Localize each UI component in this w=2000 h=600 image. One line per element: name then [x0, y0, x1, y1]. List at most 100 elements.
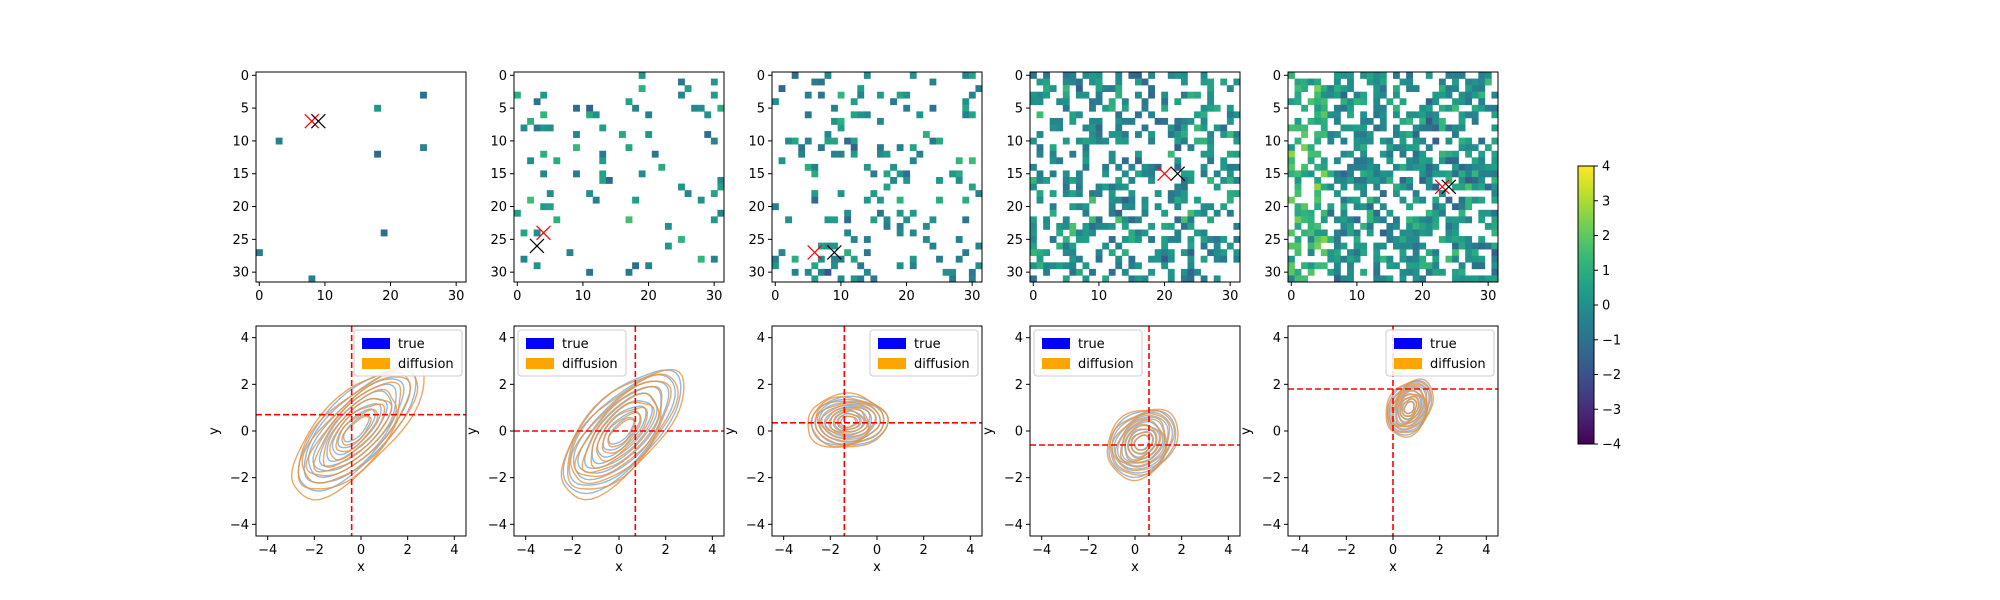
heatmap-cell: [1360, 268, 1368, 276]
heatmap-cell: [1174, 163, 1182, 171]
heatmap-cell: [811, 275, 819, 283]
heatmap-cell: [1288, 124, 1295, 132]
heatmap-cell: [850, 137, 858, 145]
heatmap-cell: [1174, 216, 1182, 224]
heatmap-cell: [1148, 163, 1155, 171]
heatmap-cell: [962, 111, 970, 119]
heatmap-cell: [1353, 229, 1361, 237]
heatmap-cell: [1082, 275, 1090, 283]
heatmap-cell: [1115, 78, 1123, 86]
heatmap-cell: [1062, 177, 1070, 184]
heatmap-cell: [831, 117, 838, 125]
heatmap-cell: [936, 137, 943, 145]
heatmap-cell: [1393, 91, 1400, 99]
heatmap-cell: [599, 124, 607, 132]
heatmap-cell: [1049, 203, 1057, 211]
heatmap-cell: [420, 144, 427, 152]
heatmap-cell: [1347, 78, 1354, 86]
heatmap-cell: [514, 209, 521, 217]
heatmap-cell: [1207, 98, 1215, 106]
heatmap-cell: [1167, 275, 1175, 283]
heatmap-cell: [1419, 137, 1427, 145]
heatmap-cell: [1049, 170, 1057, 178]
y-tick-label: 0: [241, 425, 249, 440]
heatmap-cell: [1187, 222, 1195, 230]
heatmap-cell: [1148, 222, 1155, 230]
heatmap-cell: [1471, 170, 1479, 178]
heatmap-cell: [922, 236, 930, 243]
heatmap-cell: [1432, 111, 1440, 119]
heatmap-cell: [1288, 170, 1295, 178]
heatmap-cell: [1108, 104, 1116, 112]
heatmap-cell: [1161, 222, 1169, 230]
heatmap-cell: [1353, 236, 1361, 243]
heatmap-cell: [1314, 190, 1322, 197]
heatmap-cell: [1366, 170, 1374, 178]
heatmap-cell: [890, 177, 897, 184]
heatmap-cell: [1294, 170, 1302, 178]
heatmap-cell: [1148, 268, 1155, 276]
heatmap-cell: [1200, 170, 1208, 178]
y-tick-label: 0: [241, 69, 249, 84]
heatmap-cell: [1353, 216, 1361, 224]
legend: true diffusion: [869, 329, 979, 377]
heatmap-cell: [1412, 124, 1420, 132]
heatmap-cell: [1307, 150, 1315, 158]
heatmap-cell: [566, 249, 574, 257]
heatmap-cell: [1121, 268, 1129, 276]
heatmap-cell: [1399, 144, 1407, 152]
y-axis-label: y: [1239, 427, 1254, 435]
heatmap-cell: [1220, 163, 1228, 171]
heatmap-cell: [1069, 150, 1077, 158]
y-tick-label: 0: [1015, 425, 1023, 440]
heatmap-cell: [1194, 209, 1201, 217]
heatmap-cell: [1233, 190, 1241, 197]
x-tick-label: 0: [357, 543, 365, 558]
heatmap-cell: [1200, 209, 1208, 217]
heatmap-cell: [638, 85, 646, 92]
colorbar-bar: [1577, 165, 1595, 445]
heatmap-cell: [883, 216, 891, 224]
heatmap-cell: [1419, 242, 1427, 250]
x-axis-label: x: [357, 560, 365, 575]
heatmap-cell: [1062, 222, 1070, 230]
heatmap-cell: [1288, 144, 1295, 152]
heatmap-cell: [1082, 91, 1090, 99]
heatmap-cell: [1340, 242, 1348, 250]
heatmap-cell: [1089, 229, 1096, 237]
heatmap-cell: [1200, 163, 1208, 171]
heatmap-cell: [1445, 150, 1453, 158]
heatmap-cell: [1200, 104, 1208, 112]
heatmap-cell: [1089, 137, 1096, 145]
true-contour: [1108, 409, 1177, 479]
heatmap-cell: [1030, 98, 1037, 106]
heatmap-cell: [1135, 150, 1142, 158]
diffusion-contour: [1130, 430, 1155, 455]
heatmap-cell: [1406, 111, 1413, 119]
heatmap-cell: [1294, 177, 1302, 184]
heatmap-cell: [1425, 183, 1433, 191]
heatmap-cell: [1353, 249, 1361, 257]
heatmap-cell: [1082, 163, 1090, 171]
heatmap-cell: [1207, 216, 1215, 224]
heatmap-cell: [929, 137, 937, 145]
heatmap-cell: [1452, 124, 1459, 132]
x-tick-label: 4: [1224, 543, 1232, 558]
heatmap-cell: [1108, 222, 1116, 230]
heatmap-cell: [1314, 242, 1322, 250]
heatmap-cell: [1419, 163, 1427, 171]
diffusion-contour: [1396, 393, 1423, 425]
diffusion-contour: [1403, 400, 1415, 415]
heatmap-cell: [1360, 203, 1368, 211]
heatmap-cell: [1141, 163, 1149, 171]
heatmap-cell: [1484, 275, 1492, 283]
heatmap-cell: [1069, 249, 1077, 257]
heatmap-cell: [1213, 236, 1221, 243]
heatmap-cell: [1360, 91, 1368, 99]
legend-label: true: [914, 337, 941, 352]
heatmap-cell: [1386, 236, 1394, 243]
heatmap-cell: [922, 222, 930, 230]
x-tick-label: 10: [317, 289, 334, 304]
heatmap-cell: [1128, 196, 1136, 204]
heatmap-cell: [678, 183, 685, 191]
